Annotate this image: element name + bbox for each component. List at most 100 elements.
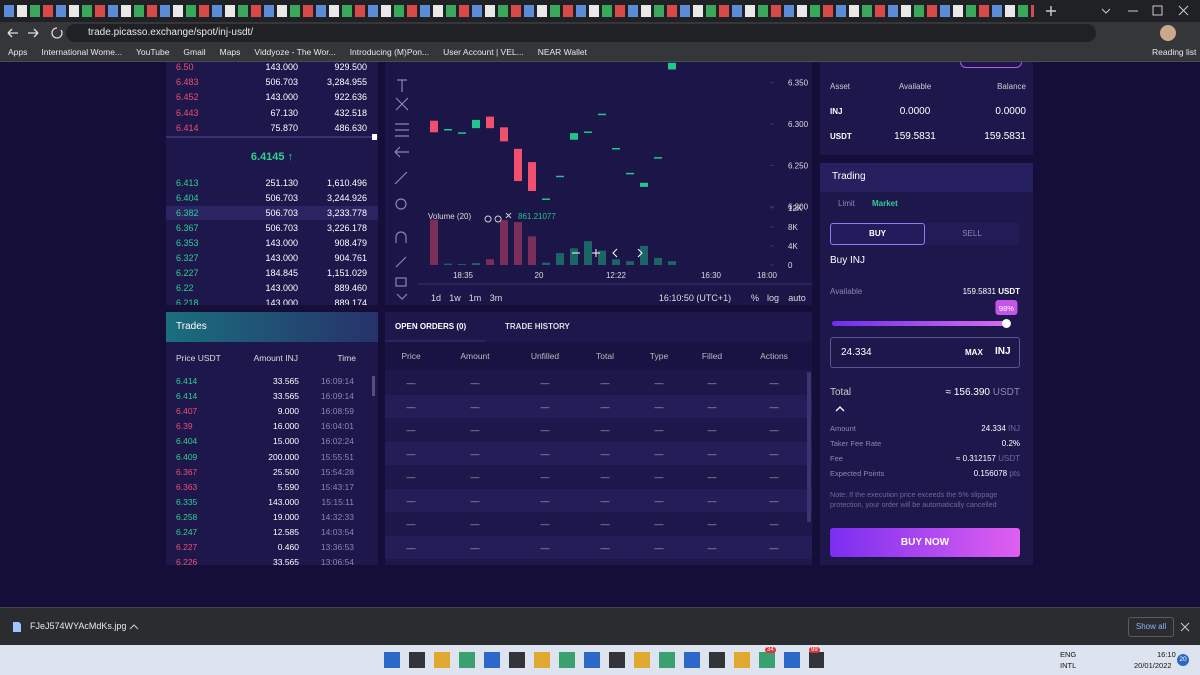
placeholder: — (769, 378, 779, 388)
candle-body (612, 148, 620, 150)
market-tab[interactable]: Market (872, 199, 898, 208)
drawing-toolbar[interactable] (385, 62, 418, 305)
column-header: Type (649, 351, 669, 361)
bookmark[interactable]: User Account | VEL... (443, 47, 524, 57)
placeholder: — (406, 472, 416, 482)
bookmark[interactable]: Viddyoze - The Wor... (254, 47, 336, 57)
taskbar-apps[interactable] (384, 652, 824, 668)
bookmark[interactable]: Maps (219, 47, 241, 57)
placeholder: — (540, 425, 550, 435)
detail-unit: USDT (998, 454, 1020, 463)
bookmark[interactable]: Introducing (M)Pon... (349, 47, 430, 57)
nav-buttons[interactable] (0, 22, 66, 44)
max-button[interactable]: MAX (965, 348, 983, 357)
candle-body (514, 148, 522, 182)
row-stripe (385, 535, 812, 559)
language[interactable]: ENG (1060, 650, 1077, 659)
download-menu[interactable] (128, 622, 140, 632)
total: 1,610.496 (326, 178, 367, 188)
scale-option[interactable]: log (767, 293, 779, 303)
chart-panel: 6.350 6.300 6.250 6.200 12K 8K 4K 0 Volume (20) 8… (385, 62, 812, 305)
interval-button[interactable]: 1w (449, 293, 461, 303)
show-all-button[interactable]: Show all (1128, 617, 1174, 637)
notification-count[interactable]: 20 (1177, 654, 1189, 666)
keyboard-layout[interactable]: INTL (1060, 661, 1077, 670)
volume-tick-label: 8K (788, 223, 798, 232)
sell-tab[interactable]: SELL (925, 223, 1019, 245)
detail-label: Taker Fee Rate (830, 439, 882, 448)
close-downloads[interactable] (1180, 622, 1190, 632)
active-tab-underline (385, 340, 485, 342)
collapse-caret[interactable] (834, 405, 846, 413)
chart-nav[interactable] (572, 248, 643, 258)
clock-time[interactable]: 16:10 (1157, 650, 1176, 659)
amount: 506.703 (265, 193, 298, 203)
interval-button[interactable]: 1m (469, 293, 482, 303)
trade-price: 6.258 (176, 511, 198, 522)
available-label: Available (830, 287, 863, 296)
y-tick-label: 6.350 (788, 79, 809, 88)
deposit-button[interactable] (960, 62, 1022, 68)
trade-price: 6.226 (176, 557, 198, 565)
scale-option[interactable]: auto (788, 293, 806, 303)
trade-amount: 0.460 (277, 542, 299, 553)
placeholder: — (707, 401, 717, 412)
trade-amount: 9.000 (277, 406, 299, 417)
buy-tab[interactable]: BUY (830, 223, 925, 245)
volume-bar (472, 263, 480, 265)
total: 3,226.178 (326, 223, 367, 233)
detail-label: Expected Points (830, 469, 885, 478)
trade-time: 14:32:33 (320, 511, 354, 522)
amount-input[interactable]: 24.334 MAX INJ (830, 337, 1020, 368)
legend-icons[interactable] (484, 212, 512, 223)
volume-bar (500, 220, 508, 265)
clock-date[interactable]: 20/01/2022 (1134, 661, 1172, 670)
volume-tick-label: 0 (788, 261, 793, 270)
bookmark[interactable]: International Wome... (41, 47, 123, 57)
url: trade.picasso.exchange/spot/inj-usdt/ (88, 27, 254, 38)
limit-tab[interactable]: Limit (838, 199, 855, 208)
bookmark[interactable]: NEAR Wallet (537, 47, 587, 57)
volume-bar (598, 250, 606, 265)
amount: 143.000 (265, 62, 298, 72)
slider-knob[interactable] (1001, 319, 1011, 328)
placeholder: — (769, 448, 779, 459)
reading-list[interactable]: Reading list (1152, 47, 1197, 57)
bookmark[interactable]: YouTube (136, 47, 170, 57)
bookmark[interactable]: Apps (8, 47, 28, 57)
placeholder: — (470, 448, 480, 459)
placeholder: — (540, 495, 550, 506)
orders-tab[interactable]: OPEN ORDERS (0) (395, 322, 467, 331)
placeholder: — (600, 401, 610, 412)
interval-button[interactable]: 1d (431, 293, 441, 303)
available-unit: USDT (998, 287, 1020, 296)
placeholder: — (470, 519, 480, 529)
orders-tab[interactable]: TRADE HISTORY (505, 322, 570, 331)
total-unit: USDT (992, 387, 1020, 398)
trade-time: 16:02:24 (320, 436, 354, 447)
download-file[interactable]: FJeJ574WYAcMdKs.jpg (30, 621, 127, 631)
trade-price: 6.247 (176, 527, 198, 537)
volume-bar (514, 222, 522, 265)
amount-slider[interactable]: 98% (820, 298, 1033, 330)
placeholder: — (654, 425, 664, 435)
buy-now-button[interactable]: BUY NOW (830, 528, 1020, 557)
trade-amount: 12.585 (273, 527, 299, 537)
trade-time: 16:09:14 (320, 376, 354, 386)
total: 908.479 (334, 238, 367, 248)
volume-bar (626, 261, 634, 265)
scale-option[interactable]: % (751, 293, 759, 303)
detail-unit: INJ (1008, 424, 1020, 433)
placeholder: — (470, 425, 480, 435)
profile-avatar[interactable] (1160, 25, 1176, 41)
candle-body (542, 198, 550, 200)
detail-value: ≈ 0.312157 USDT (956, 453, 1020, 465)
omnibox[interactable]: trade.picasso.exchange/spot/inj-usdt/ (66, 24, 1096, 42)
chart-clock: 16:10:50 (UTC+1) (659, 293, 731, 303)
tab-icons[interactable] (4, 5, 1034, 17)
price: 6.227 (176, 268, 199, 278)
bookmark[interactable]: Gmail (183, 47, 206, 57)
interval-button[interactable]: 3m (490, 293, 503, 303)
trades-header: Trades (166, 312, 378, 342)
price: 6.327 (176, 253, 199, 263)
